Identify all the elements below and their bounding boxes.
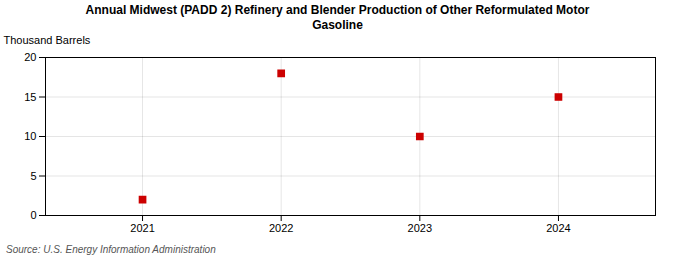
html-text:Annual Midwest (PADD 2) Refine: Annual Midwest (PADD 2) Refinery and Ble… [85,3,590,32]
svg-text:5: 5 [30,170,36,182]
svg-text:2022: 2022 [269,222,293,234]
svg-text:Thousand Barrels: Thousand Barrels [4,34,91,46]
svg-text:2023: 2023 [408,222,432,234]
svg-text:10: 10 [24,130,36,142]
svg-text:2024: 2024 [546,222,570,234]
svg-text:20: 20 [24,51,36,63]
svg-text:0: 0 [30,209,36,221]
html-text:Source: U.S. Energy Informatio: Source: U.S. Energy Information Administ… [6,244,216,255]
svg-text:2021: 2021 [130,222,154,234]
svg-text:15: 15 [24,91,36,103]
